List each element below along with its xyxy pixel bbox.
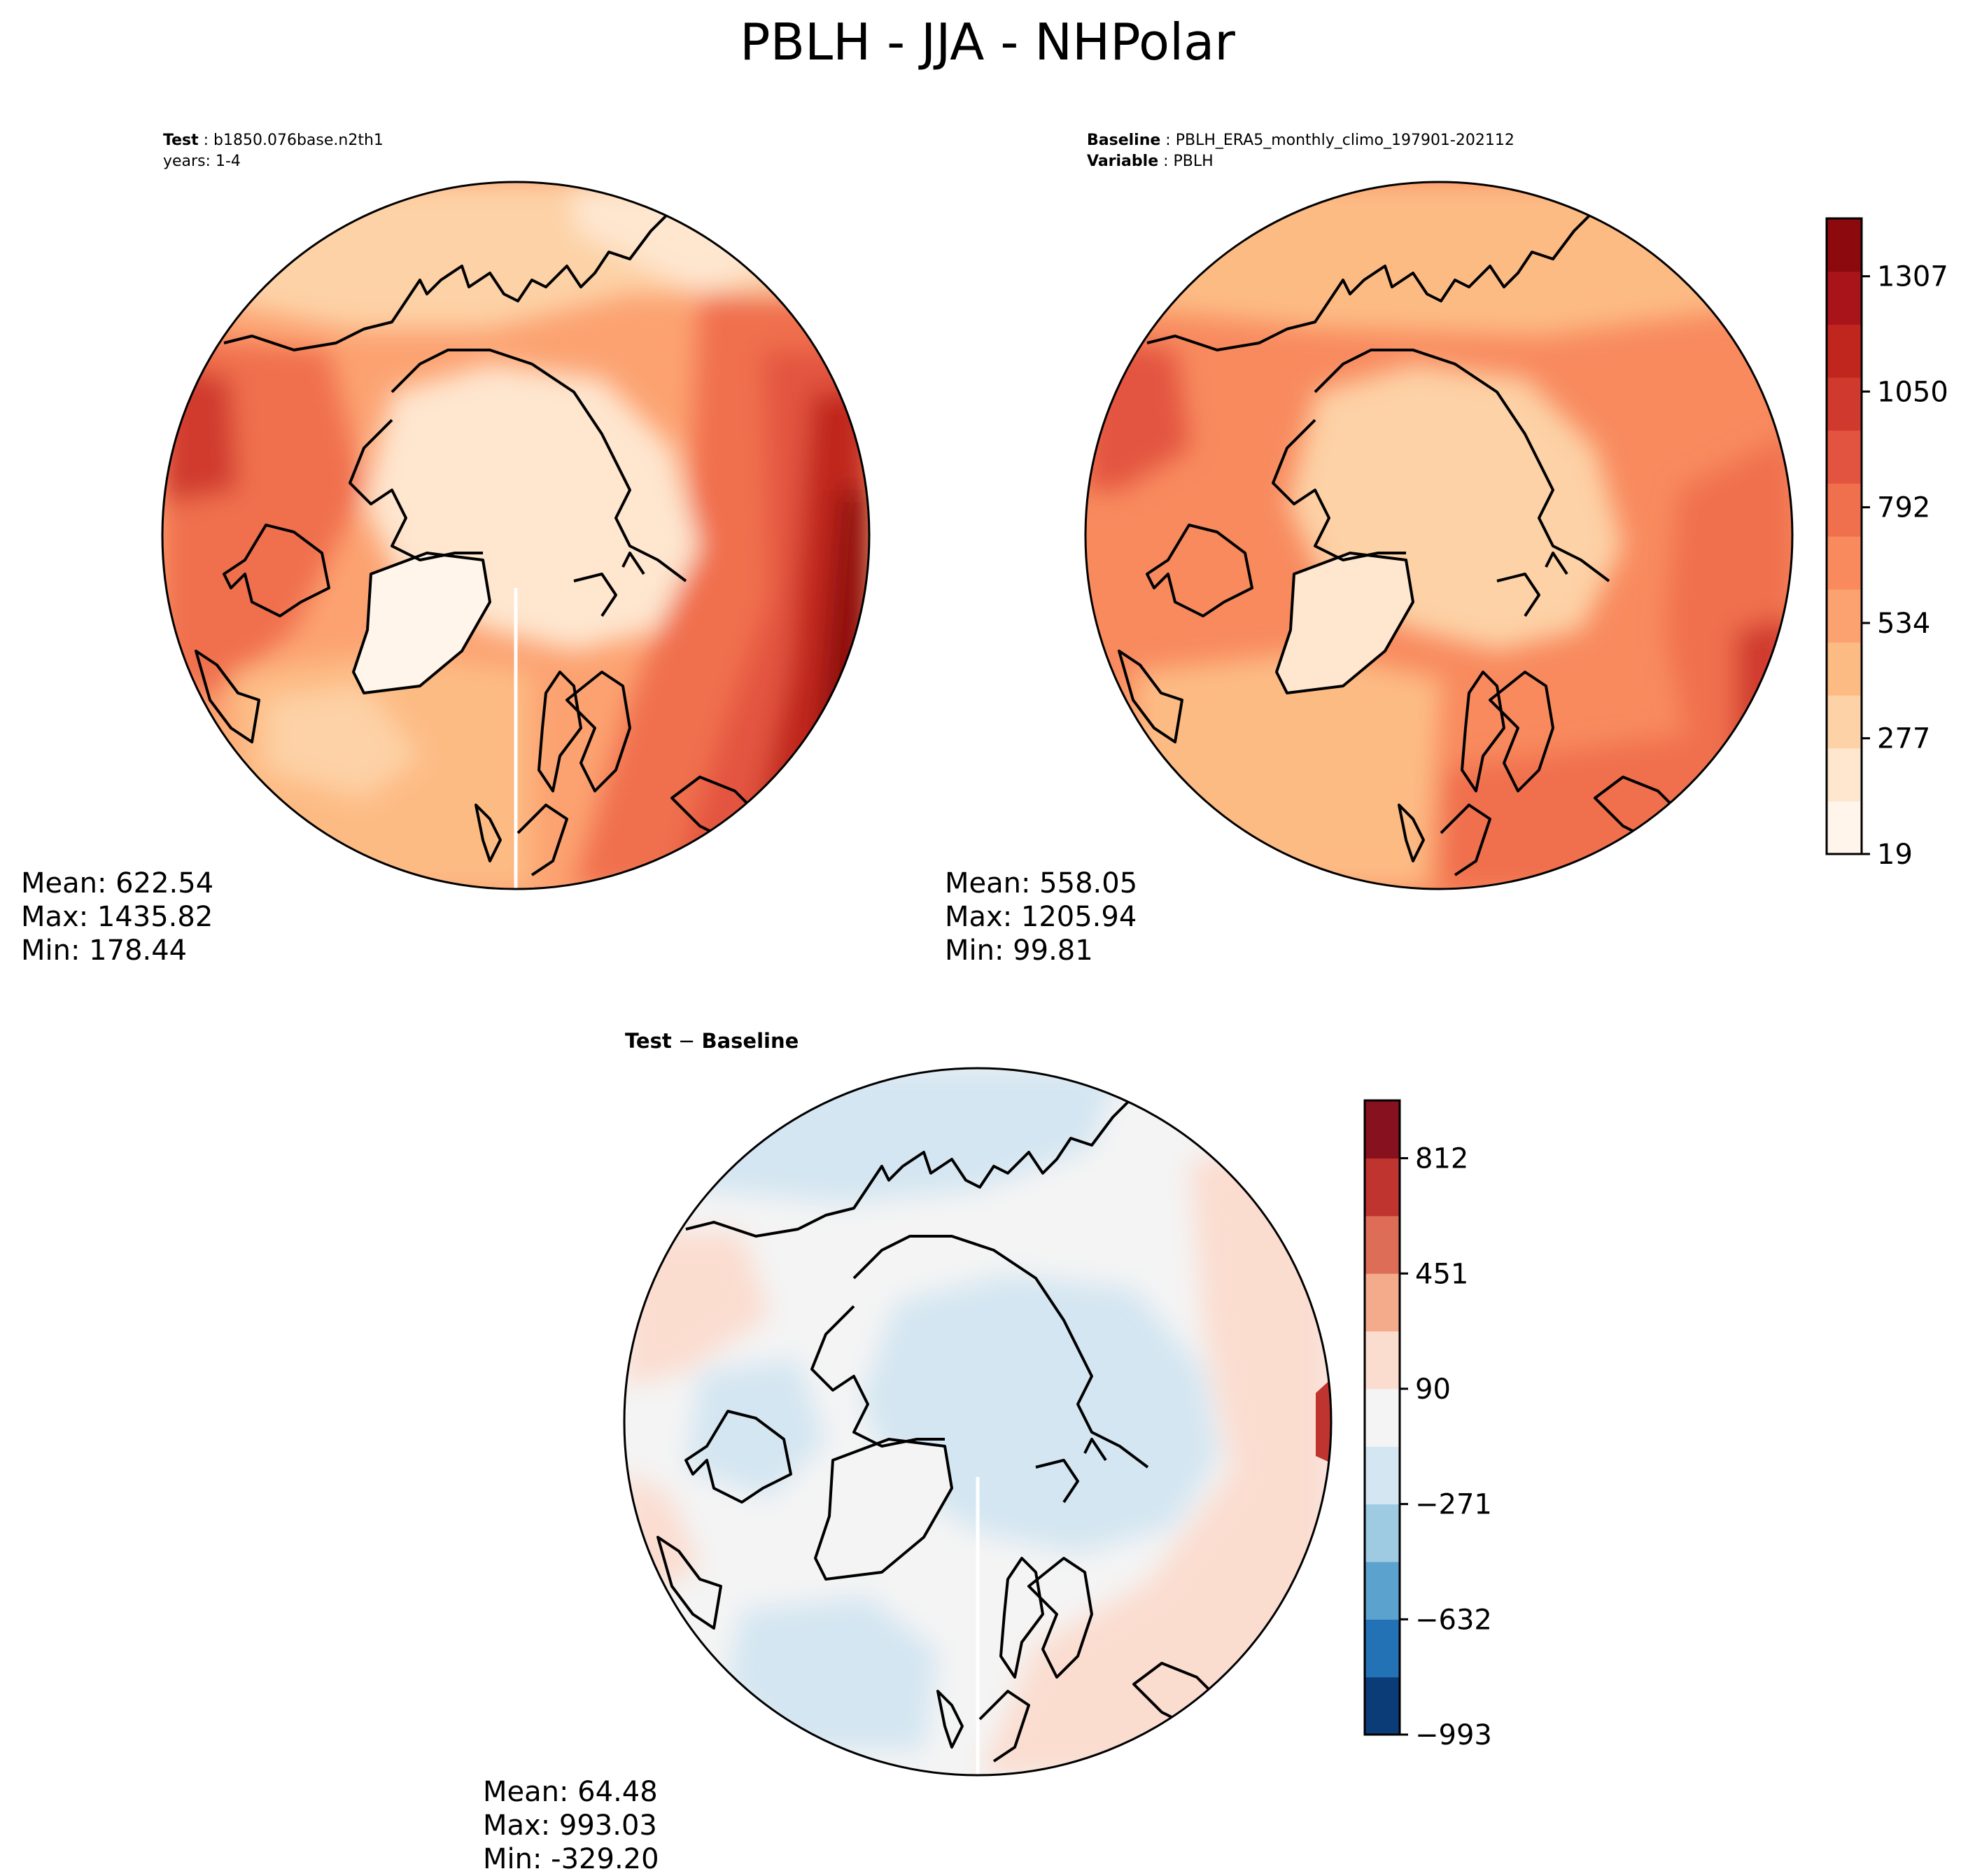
baseline-variable-key: Variable (1087, 153, 1159, 170)
baseline-mean: Mean: 558.05 (945, 867, 1138, 899)
diff-colorbar: −993 −632 −271 90 451 812 (1363, 1099, 1492, 1751)
test-greenland (353, 553, 490, 693)
diff-colorbar-swatch (1365, 1331, 1400, 1390)
baseline-coastlines (1118, 182, 1680, 876)
diff-east-hotspot (1316, 1379, 1331, 1463)
main-colorbar-swatch (1827, 377, 1862, 431)
diff-colorbar-tick-label: −993 (1415, 1719, 1492, 1751)
main-colorbar-swatch (1827, 430, 1862, 484)
diff-title-minus: − (677, 1029, 696, 1053)
main-colorbar-swatch (1827, 642, 1862, 696)
diff-colorbar-swatch (1365, 1504, 1400, 1562)
diff-colorbar-swatch (1365, 1273, 1400, 1332)
baseline-map-boundary (1084, 181, 1794, 890)
diff-colorbar-swatch (1365, 1619, 1400, 1678)
main-colorbar-tick-label: 277 (1877, 723, 1930, 755)
diff-colorbar-tick-label: 812 (1415, 1143, 1468, 1175)
diff-field-south-blue (728, 1596, 938, 1750)
test-mean: Mean: 622.54 (21, 867, 214, 899)
test-max: Max: 1435.82 (21, 901, 213, 933)
main-colorbar-swatch (1827, 483, 1862, 537)
main-colorbar-swatch (1827, 748, 1862, 802)
main-colorbar-swatch (1827, 589, 1862, 643)
main-colorbar-tick-label: 1307 (1877, 261, 1948, 293)
test-map-boundary (161, 181, 871, 890)
baseline-panel-title: Baseline : PBLH_ERA5_monthly_climo_19790… (1087, 130, 1514, 172)
test-years: years: 1-4 (163, 153, 241, 170)
main-colorbar-swatch (1827, 218, 1862, 272)
test-map (161, 181, 871, 890)
baseline-title-key: Baseline (1087, 132, 1161, 149)
diff-colorbar-tick-label: 451 (1415, 1258, 1468, 1290)
diff-colorbar-tick-label: 90 (1415, 1373, 1451, 1406)
main-colorbar-swatch (1827, 536, 1862, 590)
diff-mean: Mean: 64.48 (483, 1776, 658, 1808)
baseline-variable-colon: : (1158, 153, 1174, 170)
diff-max: Max: 993.03 (483, 1809, 657, 1842)
diff-colorbar-swatch (1365, 1215, 1400, 1274)
diff-map-boundary (623, 1067, 1333, 1777)
diff-panel-title: Test − Baseline (625, 1029, 799, 1053)
test-min: Min: 178.44 (21, 934, 188, 967)
diff-colorbar-swatch (1365, 1158, 1400, 1217)
main-colorbar: 19 277 534 792 1050 1307 (1825, 217, 1948, 871)
main-colorbar-swatch (1827, 324, 1862, 378)
main-colorbar-swatch (1827, 695, 1862, 749)
diff-colorbar-swatch (1365, 1446, 1400, 1505)
diff-colorbar-swatch (1365, 1100, 1400, 1158)
diff-colorbar-tick-label: −632 (1415, 1604, 1492, 1636)
baseline-greenland (1277, 553, 1413, 693)
baseline-case-name: PBLH_ERA5_monthly_climo_197901-202112 (1175, 132, 1514, 149)
diff-colorbar-swatch (1365, 1388, 1400, 1447)
diff-colorbar-tick-label: −271 (1415, 1489, 1492, 1521)
baseline-variable-value: PBLH (1173, 153, 1214, 170)
main-colorbar-tick-label: 792 (1877, 492, 1930, 524)
test-field-south-pale (266, 686, 420, 798)
baseline-min: Min: 99.81 (945, 934, 1093, 967)
diff-map (623, 1067, 1333, 1777)
diff-colorbar-swatch (1365, 1561, 1400, 1620)
baseline-max: Max: 1205.94 (945, 901, 1137, 933)
diff-coastlines (656, 1068, 1219, 1763)
diff-title-test: Test (625, 1029, 672, 1053)
main-colorbar-swatch (1827, 801, 1862, 855)
main-colorbar-tick-label: 1050 (1877, 376, 1948, 408)
diff-greenland (815, 1439, 952, 1579)
diff-colorbar-frame (1363, 1099, 1401, 1736)
main-colorbar-tick-label: 534 (1877, 608, 1930, 640)
baseline-map (1084, 181, 1794, 890)
baseline-title-colon: : (1160, 132, 1176, 149)
main-colorbar-swatch (1827, 271, 1862, 325)
main-colorbar-frame (1825, 217, 1863, 855)
test-stats: Mean: 622.54 Max: 1435.82 Min: 178.44 (21, 867, 213, 967)
diff-title-baseline: Baseline (701, 1029, 799, 1053)
baseline-field-east-2 (1736, 616, 1792, 756)
diff-field-west-red (624, 1232, 770, 1386)
test-coastlines (195, 182, 757, 876)
test-field-west-hot (162, 364, 238, 504)
test-title-colon: : (198, 132, 214, 149)
diff-field-west-blue (686, 1358, 826, 1498)
test-case-name: b1850.076base.n2th1 (213, 132, 384, 149)
test-panel-title: Test : b1850.076base.n2th1 years: 1-4 (163, 130, 384, 172)
main-colorbar-tick-label: 19 (1877, 839, 1913, 871)
baseline-stats: Mean: 558.05 Max: 1205.94 Min: 99.81 (945, 867, 1137, 967)
diff-field-east-red (980, 1134, 1331, 1775)
figure-title: PBLH - JJA - NHPolar (740, 13, 1235, 71)
diff-colorbar-swatch (1365, 1676, 1400, 1735)
test-title-key: Test (163, 132, 199, 149)
baseline-field-north (1120, 182, 1792, 336)
